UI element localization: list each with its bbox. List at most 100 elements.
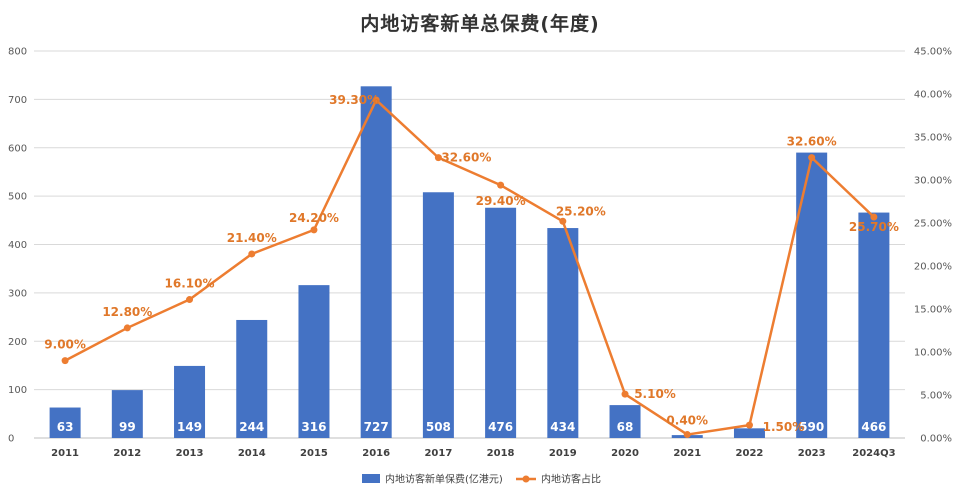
bar xyxy=(236,319,268,438)
line-point xyxy=(123,324,131,332)
line-point xyxy=(310,226,318,234)
series-line xyxy=(64,98,875,436)
x-tick-label: 2023 xyxy=(798,448,826,459)
right-axis: 0.00% 5.00% 10.00% 15.00% 20.00% 25.00% 30.00%… xyxy=(914,47,952,445)
x-tick-label: 2011 xyxy=(51,448,79,459)
legend-bar-swatch xyxy=(362,474,380,483)
bar xyxy=(422,192,454,438)
x-tick-label: 2024Q3 xyxy=(852,448,895,459)
x-axis: 2011 2012 2013 2014 2015 2016 2017 2018 2019 2020… xyxy=(51,448,895,459)
line-value-label: 29.40% xyxy=(476,194,526,208)
line-point xyxy=(621,390,629,398)
bar-value-label: 508 xyxy=(426,420,451,434)
line-point xyxy=(372,96,380,104)
line-value-label: 32.60% xyxy=(441,151,491,165)
line-point xyxy=(434,154,442,162)
left-axis: 0 100 200 300 400 500 600 700 800 xyxy=(8,47,27,445)
line-point xyxy=(559,217,567,225)
bar xyxy=(547,228,579,438)
bar-value-label: 149 xyxy=(177,420,202,434)
bar-value-label: 316 xyxy=(301,420,326,434)
y-left-tick-label: 500 xyxy=(8,192,27,203)
line-value-label: 24.20% xyxy=(289,211,339,225)
y-left-tick-label: 100 xyxy=(8,385,27,396)
line-point xyxy=(808,154,816,162)
legend-line-marker xyxy=(522,475,530,483)
line-value-label: 9.00% xyxy=(44,338,86,352)
bar xyxy=(733,428,765,438)
y-right-tick-label: 40.00% xyxy=(914,90,952,101)
line-value-label: 25.20% xyxy=(556,204,606,218)
y-right-tick-label: 30.00% xyxy=(914,176,952,187)
y-right-tick-label: 10.00% xyxy=(914,348,952,359)
y-left-tick-label: 300 xyxy=(8,288,27,299)
x-tick-label: 2015 xyxy=(300,448,328,459)
y-left-tick-label: 200 xyxy=(8,337,27,348)
y-right-tick-label: 25.00% xyxy=(914,219,952,230)
legend: 内地访客新单保费(亿港元) 内地访客占比 xyxy=(362,473,601,486)
line-value-label: 32.60% xyxy=(787,135,837,149)
line-point xyxy=(186,296,194,304)
bar-value-label: 63 xyxy=(57,420,74,434)
line-point xyxy=(870,213,878,221)
y-right-tick-label: 5.00% xyxy=(920,391,952,402)
y-right-tick-label: 45.00% xyxy=(914,47,952,58)
bar-value-label: 476 xyxy=(488,420,513,434)
line-point xyxy=(248,250,256,258)
x-tick-label: 2021 xyxy=(673,448,701,459)
x-tick-label: 2012 xyxy=(113,448,141,459)
line-value-label: 12.80% xyxy=(102,305,152,319)
line-point xyxy=(61,357,69,365)
bar xyxy=(174,365,206,438)
y-right-tick-label: 20.00% xyxy=(914,262,952,273)
legend-bar-label: 内地访客新单保费(亿港元) xyxy=(385,473,503,486)
line-value-label: 39.30% xyxy=(329,93,379,107)
bar-value-label: 466 xyxy=(861,420,886,434)
y-left-tick-label: 400 xyxy=(8,240,27,251)
y-right-tick-label: 35.00% xyxy=(914,133,952,144)
line-layer: 9.00% 12.80% 16.10% 21.40% 24.20% 39.30% 32.60… xyxy=(44,93,899,439)
x-tick-label: 2013 xyxy=(176,448,204,459)
legend-line-label: 内地访客占比 xyxy=(541,473,601,486)
bar-value-label: 590 xyxy=(799,420,824,434)
y-left-tick-label: 600 xyxy=(8,143,27,154)
x-tick-label: 2018 xyxy=(487,448,515,459)
line-value-label: 25.70% xyxy=(849,220,899,234)
line-point xyxy=(497,181,505,189)
x-tick-label: 2017 xyxy=(424,448,452,459)
bars-layer: 63 99 149 244 316 727 508 476 434 68 590 466 xyxy=(49,86,890,438)
y-left-tick-label: 800 xyxy=(8,47,27,58)
line-value-label: 5.10% xyxy=(634,387,676,401)
bar-value-label: 244 xyxy=(239,420,264,434)
line-value-label: 16.10% xyxy=(165,277,215,291)
bar-value-label: 434 xyxy=(550,420,575,434)
x-tick-label: 2022 xyxy=(736,448,764,459)
bar xyxy=(609,405,641,438)
x-tick-label: 2020 xyxy=(611,448,639,459)
bar xyxy=(49,407,81,438)
y-left-tick-label: 0 xyxy=(8,434,14,445)
bar xyxy=(360,86,392,438)
y-right-tick-label: 15.00% xyxy=(914,305,952,316)
bar xyxy=(298,285,330,438)
line-value-label: 1.50% xyxy=(763,420,805,434)
grid-layer xyxy=(34,50,905,439)
bar xyxy=(796,152,828,438)
bar-value-label: 99 xyxy=(119,420,136,434)
y-right-tick-label: 0.00% xyxy=(920,434,952,445)
bar-value-label: 727 xyxy=(364,420,389,434)
x-tick-label: 2014 xyxy=(238,448,266,459)
line-point xyxy=(683,431,691,439)
bar xyxy=(858,212,890,438)
bar-value-label: 68 xyxy=(617,420,634,434)
line-value-label: 21.40% xyxy=(227,231,277,245)
line-value-label: 0.40% xyxy=(666,414,708,428)
y-left-tick-label: 700 xyxy=(8,95,27,106)
x-tick-label: 2019 xyxy=(549,448,577,459)
bar xyxy=(485,207,517,438)
bar xyxy=(111,390,143,438)
chart-title: 内地访客新单总保费(年度) xyxy=(360,13,600,35)
x-tick-label: 2016 xyxy=(362,448,390,459)
